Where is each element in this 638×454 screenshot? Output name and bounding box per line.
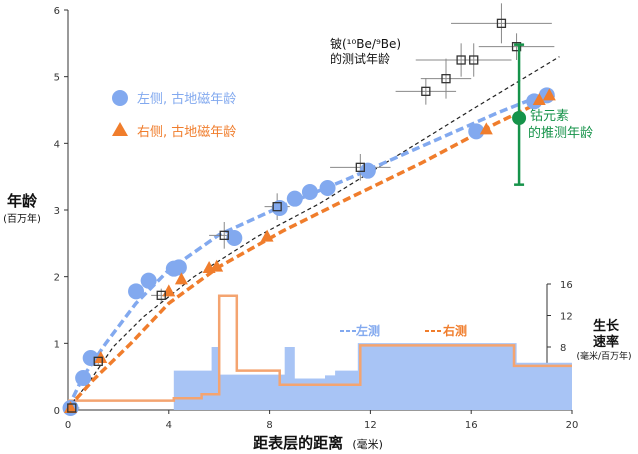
y-tick-label: 4	[54, 139, 60, 150]
y-tick-label: 2	[54, 273, 60, 284]
left-point	[226, 230, 243, 246]
be-point	[93, 356, 103, 366]
x-tick-label: 20	[566, 420, 579, 431]
left-point	[468, 123, 485, 140]
y2-axis-title-line2: 速率	[593, 334, 619, 350]
x-tick-label: 4	[166, 420, 172, 431]
x-axis-title: 距表层的距离 (毫米)	[253, 434, 383, 452]
rate-left-area	[68, 343, 572, 410]
legend-left-label: 左侧, 古地磁年龄	[137, 92, 236, 107]
left-point	[301, 184, 318, 200]
x-tick-label: 12	[364, 420, 377, 431]
y-axis-ticks: 0 1 2 3 4 5 6	[54, 6, 68, 417]
right-point	[542, 88, 556, 101]
legend-be-label-line1: 铍(¹⁰Be/⁹Be)	[330, 37, 401, 51]
y2-tick-label: 16	[560, 280, 573, 291]
be-point	[496, 18, 507, 28]
x-tick-label: 16	[465, 420, 478, 431]
right-point	[260, 229, 274, 242]
fit-curve-left	[66, 89, 553, 409]
fit-curve-be	[67, 56, 560, 409]
left-point	[170, 259, 187, 276]
legend-be-label-line2: 的测试年龄	[330, 51, 390, 66]
right-point	[162, 284, 176, 297]
y-axis-unit: (百万年)	[3, 212, 41, 225]
y-tick-label: 5	[54, 73, 60, 84]
legend-left-marker	[112, 90, 128, 106]
y2-axis-unit: (毫米/百万年)	[576, 350, 631, 362]
legend-co-label-line2: 的推测年龄	[528, 125, 593, 141]
left-point	[140, 272, 157, 289]
x-tick-label: 8	[266, 420, 272, 431]
y-tick-label: 1	[54, 339, 60, 350]
y-axis-title: 年龄	[7, 192, 38, 210]
x-tick-label: 0	[65, 420, 71, 431]
y2-axis-title-line1: 生长	[593, 318, 620, 334]
left-point	[75, 370, 92, 386]
left-point	[128, 283, 145, 300]
rate-right-line	[68, 294, 572, 402]
be-point	[355, 162, 365, 172]
x-axis-ticks: 0 4 8 12 16 20	[65, 410, 579, 431]
y2-tick-label: 12	[560, 312, 573, 323]
right-point	[532, 93, 546, 105]
be-point	[469, 55, 479, 65]
legend: 左侧, 古地磁年龄 右侧, 古地磁年龄 铍(¹⁰Be/⁹Be) 的测试年龄 钴元…	[112, 37, 593, 338]
right-point	[479, 122, 493, 135]
left-point	[359, 162, 376, 179]
be-point	[156, 290, 166, 300]
left-point	[319, 180, 336, 196]
y-tick-label: 6	[54, 6, 60, 17]
be-point	[441, 74, 451, 84]
y2-tick-label: 8	[560, 343, 566, 354]
co-point	[512, 111, 527, 125]
be-point	[456, 55, 466, 65]
legend-rate-right-label: 右测	[442, 323, 467, 338]
left-point	[82, 350, 99, 366]
y-tick-label: 0	[54, 406, 60, 417]
right-point	[174, 272, 188, 285]
be-point	[421, 86, 431, 96]
right-point	[210, 259, 224, 272]
be-point	[67, 403, 77, 413]
legend-rate-left-label: 左测	[355, 323, 380, 338]
growth-rate-layer	[68, 294, 572, 410]
legend-right-marker	[112, 122, 128, 136]
left-point	[286, 190, 303, 207]
y-tick-label: 3	[54, 206, 60, 217]
be-point	[511, 42, 522, 52]
be-point	[219, 230, 229, 240]
data-points	[62, 3, 556, 416]
fit-curve-right	[66, 93, 556, 410]
be-point	[272, 202, 282, 212]
fit-curves	[66, 56, 560, 410]
legend-right-label: 右侧, 古地磁年龄	[137, 125, 236, 140]
left-point	[271, 200, 288, 216]
legend-co-label-line1: 钴元素	[530, 109, 569, 124]
